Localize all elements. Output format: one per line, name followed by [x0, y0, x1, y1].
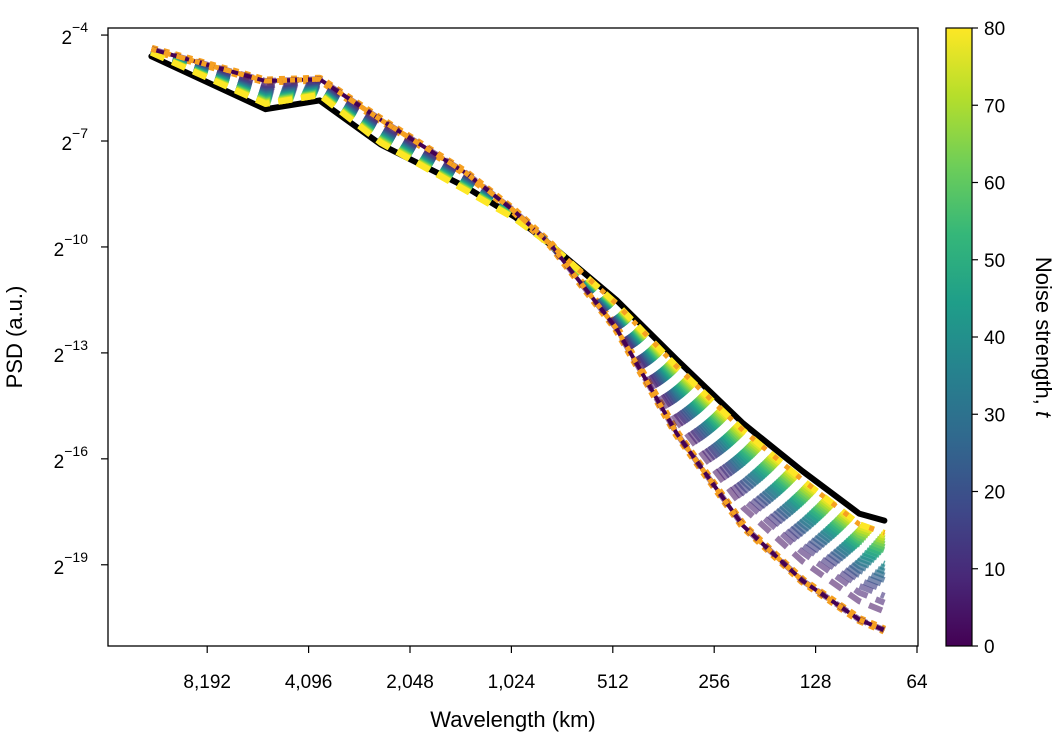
- x-tick-label: 128: [800, 672, 832, 693]
- colorbar-tick-label: 60: [984, 174, 1005, 195]
- colorbar-ticks: 0 10 20 30 40 50 60 70 80: [972, 19, 1005, 658]
- noise-series-line: [150, 47, 886, 588]
- y-tick-base: 2: [54, 558, 65, 579]
- y-axis: 2−42−72−102−132−162−19: [54, 19, 108, 579]
- x-axis: 8,192 4,096 2,048 1,024 512 256 128 64: [183, 646, 928, 693]
- y-tick-exponent: −13: [64, 337, 88, 353]
- series-layer: [148, 44, 888, 635]
- y-tick-exponent: −10: [64, 231, 88, 247]
- colorbar-label-italic: t: [1031, 411, 1056, 418]
- colorbar-tick-label: 80: [984, 19, 1005, 40]
- x-tick-label: 256: [698, 672, 730, 693]
- y-tick-label: 2−16: [54, 443, 89, 473]
- colorbar-gradient: [945, 27, 973, 647]
- colorbar-tick-label: 70: [984, 96, 1005, 117]
- noise-series-line: [150, 47, 886, 599]
- colorbar-label: Noise strength, t: [1031, 257, 1056, 418]
- y-tick-base: 2: [54, 452, 65, 473]
- y-tick-exponent: −7: [72, 125, 88, 141]
- y-tick-label: 2−19: [54, 549, 89, 579]
- noise-series-line: [150, 48, 886, 575]
- x-tick-label: 4,096: [285, 672, 333, 693]
- y-tick-label: 2−13: [54, 337, 89, 367]
- colorbar-tick-label: 10: [984, 560, 1005, 581]
- x-tick-label: 8,192: [183, 672, 231, 693]
- y-axis-label: PSD (a.u.): [2, 286, 27, 389]
- t0-series-dashes: [150, 46, 886, 633]
- colorbar: 0 10 20 30 40 50 60 70 80 Noise strength, t: [945, 19, 1056, 658]
- x-tick-label: 64: [906, 672, 928, 693]
- noise-series-line: [150, 48, 886, 579]
- y-tick-exponent: −16: [64, 443, 88, 459]
- y-tick-label: 2−10: [54, 231, 89, 261]
- y-tick-label: 2−7: [61, 125, 88, 155]
- y-tick-base: 2: [54, 240, 65, 261]
- y-tick-exponent: −19: [64, 549, 88, 565]
- x-tick-label: 1,024: [488, 672, 536, 693]
- plot-area: [107, 27, 919, 647]
- x-axis-label: Wavelength (km): [430, 707, 595, 732]
- colorbar-tick-label: 0: [984, 637, 995, 658]
- colorbar-tick-label: 20: [984, 483, 1005, 504]
- y-tick-base: 2: [61, 134, 72, 155]
- y-tick-exponent: −4: [72, 19, 88, 35]
- y-tick-label: 2−4: [61, 19, 88, 49]
- noise-series-line: [150, 48, 886, 583]
- y-tick-base: 2: [54, 346, 65, 367]
- colorbar-tick-label: 50: [984, 251, 1005, 272]
- y-tick-base: 2: [61, 28, 72, 49]
- x-tick-label: 512: [597, 672, 629, 693]
- colorbar-tick-label: 40: [984, 328, 1005, 349]
- x-tick-label: 2,048: [386, 672, 434, 693]
- colorbar-label-text: Noise strength,: [1031, 257, 1056, 411]
- plot-frame: [107, 27, 919, 647]
- colorbar-tick-label: 30: [984, 405, 1005, 426]
